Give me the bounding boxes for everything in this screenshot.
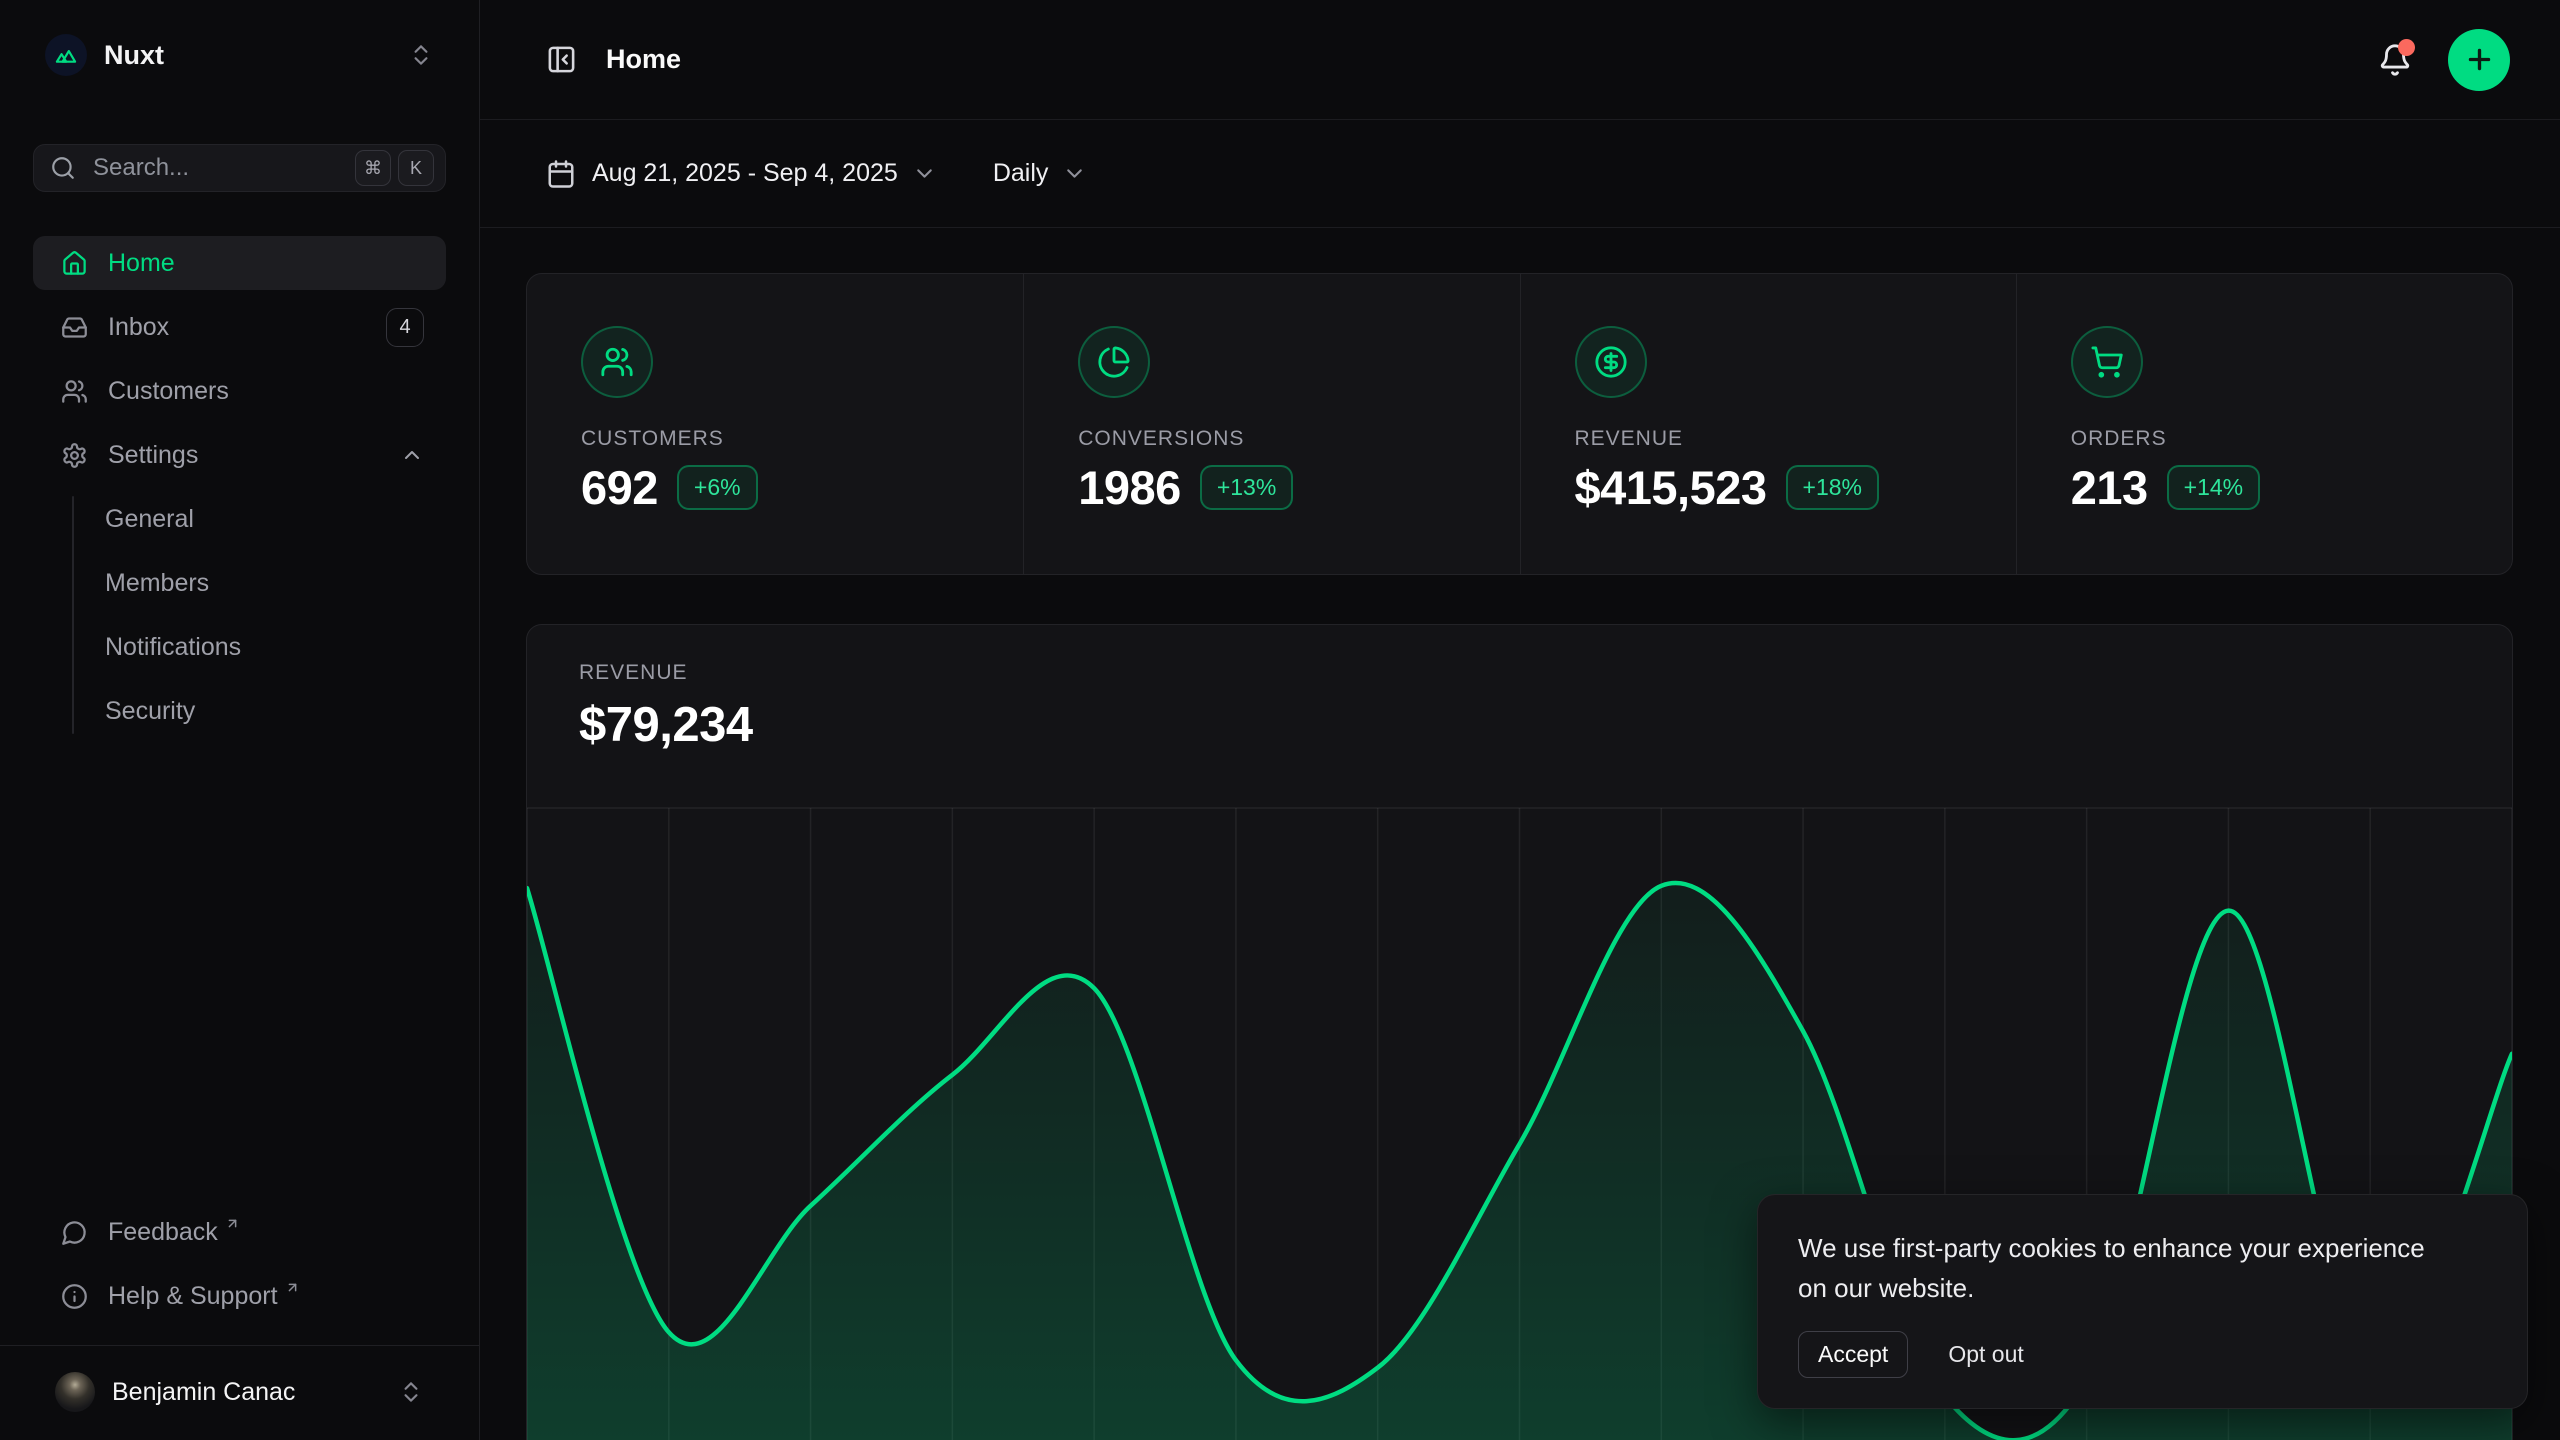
- inbox-unread-badge: 4: [386, 308, 424, 347]
- sidebar-item-label: Settings: [108, 441, 198, 470]
- stat-value: 213: [2071, 460, 2148, 515]
- interval-select[interactable]: Daily: [993, 159, 1088, 188]
- notification-dot: [2398, 39, 2415, 56]
- gear-icon: [59, 442, 89, 469]
- stat-delta-badge: +13%: [1200, 465, 1293, 510]
- chevron-up-icon: [400, 443, 424, 467]
- page-title: Home: [606, 44, 681, 75]
- sidebar-item-general[interactable]: General: [105, 492, 446, 546]
- sidebar-item-customers[interactable]: Customers: [33, 364, 446, 418]
- filter-toolbar: Aug 21, 2025 - Sep 4, 2025 Daily: [480, 120, 2560, 228]
- calendar-icon: [546, 159, 576, 189]
- search-icon: [50, 155, 76, 181]
- revenue-chart-value: $79,234: [579, 697, 2512, 753]
- external-link-icon: [285, 1280, 300, 1295]
- optout-cookies-button[interactable]: Opt out: [1948, 1341, 2023, 1368]
- accept-cookies-button[interactable]: Accept: [1798, 1331, 1908, 1378]
- revenue-chart-label: REVENUE: [579, 661, 2512, 685]
- page-header: Home: [480, 0, 2560, 120]
- stat-conversions[interactable]: CONVERSIONS 1986 +13%: [1023, 274, 1519, 574]
- workspace-name: Nuxt: [104, 40, 164, 71]
- stat-label: CONVERSIONS: [1078, 427, 1519, 451]
- circle-dollar-icon: [1575, 326, 1647, 398]
- help-support-link[interactable]: Help & Support: [33, 1269, 446, 1323]
- sidebar-item-settings[interactable]: Settings: [33, 428, 446, 482]
- workspace-switcher[interactable]: Nuxt: [33, 26, 446, 84]
- stat-revenue[interactable]: REVENUE $415,523 +18%: [1520, 274, 2016, 574]
- chevron-down-icon: [1062, 161, 1087, 186]
- user-name: Benjamin Canac: [112, 1378, 295, 1407]
- notifications-button[interactable]: [2378, 43, 2412, 77]
- help-support-label: Help & Support: [108, 1282, 278, 1311]
- home-icon: [59, 250, 89, 277]
- sidebar-item-label: Home: [108, 249, 175, 278]
- add-button[interactable]: [2448, 29, 2510, 91]
- stat-label: REVENUE: [1575, 427, 2016, 451]
- user-section: Benjamin Canac: [0, 1345, 479, 1440]
- stat-delta-badge: +6%: [677, 465, 758, 510]
- chart-pie-icon: [1078, 326, 1150, 398]
- user-menu-button[interactable]: Benjamin Canac: [43, 1360, 436, 1424]
- sidebar: Nuxt Search... ⌘ K: [0, 0, 480, 1440]
- stat-label: ORDERS: [2071, 427, 2512, 451]
- sidebar-item-label: Customers: [108, 377, 229, 406]
- settings-subnav: General Members Notifications Security: [33, 492, 446, 738]
- sidebar-item-members[interactable]: Members: [105, 556, 446, 610]
- stat-customers[interactable]: CUSTOMERS 692 +6%: [527, 274, 1023, 574]
- interval-value: Daily: [993, 159, 1049, 188]
- nuxt-logo-icon: [45, 34, 87, 76]
- stats-row: CUSTOMERS 692 +6% CONVERSIONS: [526, 273, 2513, 575]
- chevron-down-icon: [912, 161, 937, 186]
- sidebar-item-inbox[interactable]: Inbox 4: [33, 300, 446, 354]
- k-keycap: K: [398, 150, 434, 186]
- collapse-sidebar-button[interactable]: [546, 44, 577, 75]
- search-shortcut: ⌘ K: [355, 150, 434, 186]
- sidebar-item-notifications[interactable]: Notifications: [105, 620, 446, 674]
- search-input[interactable]: Search... ⌘ K: [33, 144, 446, 192]
- stat-delta-badge: +14%: [2167, 465, 2260, 510]
- feedback-link[interactable]: Feedback: [33, 1205, 446, 1259]
- sidebar-nav: Home Inbox 4 C: [33, 236, 446, 738]
- chevrons-up-down-icon: [398, 1379, 424, 1405]
- users-icon: [581, 326, 653, 398]
- sidebar-item-label: Inbox: [108, 313, 169, 342]
- feedback-label: Feedback: [108, 1218, 218, 1247]
- header-actions: [2378, 29, 2510, 91]
- cookie-banner: We use first-party cookies to enhance yo…: [1757, 1194, 2528, 1409]
- sidebar-item-home[interactable]: Home: [33, 236, 446, 290]
- info-circle-icon: [59, 1283, 89, 1310]
- search-placeholder: Search...: [93, 154, 189, 182]
- stat-orders[interactable]: ORDERS 213 +14%: [2016, 274, 2512, 574]
- stat-label: CUSTOMERS: [581, 427, 1023, 451]
- stat-value: 1986: [1078, 460, 1181, 515]
- stat-delta-badge: +18%: [1786, 465, 1879, 510]
- chat-bubble-icon: [59, 1219, 89, 1246]
- external-link-icon: [225, 1216, 240, 1231]
- stat-value: $415,523: [1575, 460, 1767, 515]
- cmd-keycap: ⌘: [355, 150, 391, 186]
- sidebar-item-security[interactable]: Security: [105, 684, 446, 738]
- chevrons-up-down-icon: [408, 42, 434, 68]
- dashboard-app: Nuxt Search... ⌘ K: [0, 0, 2560, 1440]
- cookie-message: We use first-party cookies to enhance yo…: [1798, 1228, 2428, 1308]
- stat-value: 692: [581, 460, 658, 515]
- inbox-icon: [59, 314, 89, 341]
- avatar: [55, 1372, 95, 1412]
- date-range-button[interactable]: Aug 21, 2025 - Sep 4, 2025: [546, 159, 937, 189]
- date-range-value: Aug 21, 2025 - Sep 4, 2025: [592, 159, 898, 188]
- shopping-cart-icon: [2071, 326, 2143, 398]
- users-icon: [59, 378, 89, 405]
- sidebar-footer: Feedback Help & Support: [33, 1205, 446, 1345]
